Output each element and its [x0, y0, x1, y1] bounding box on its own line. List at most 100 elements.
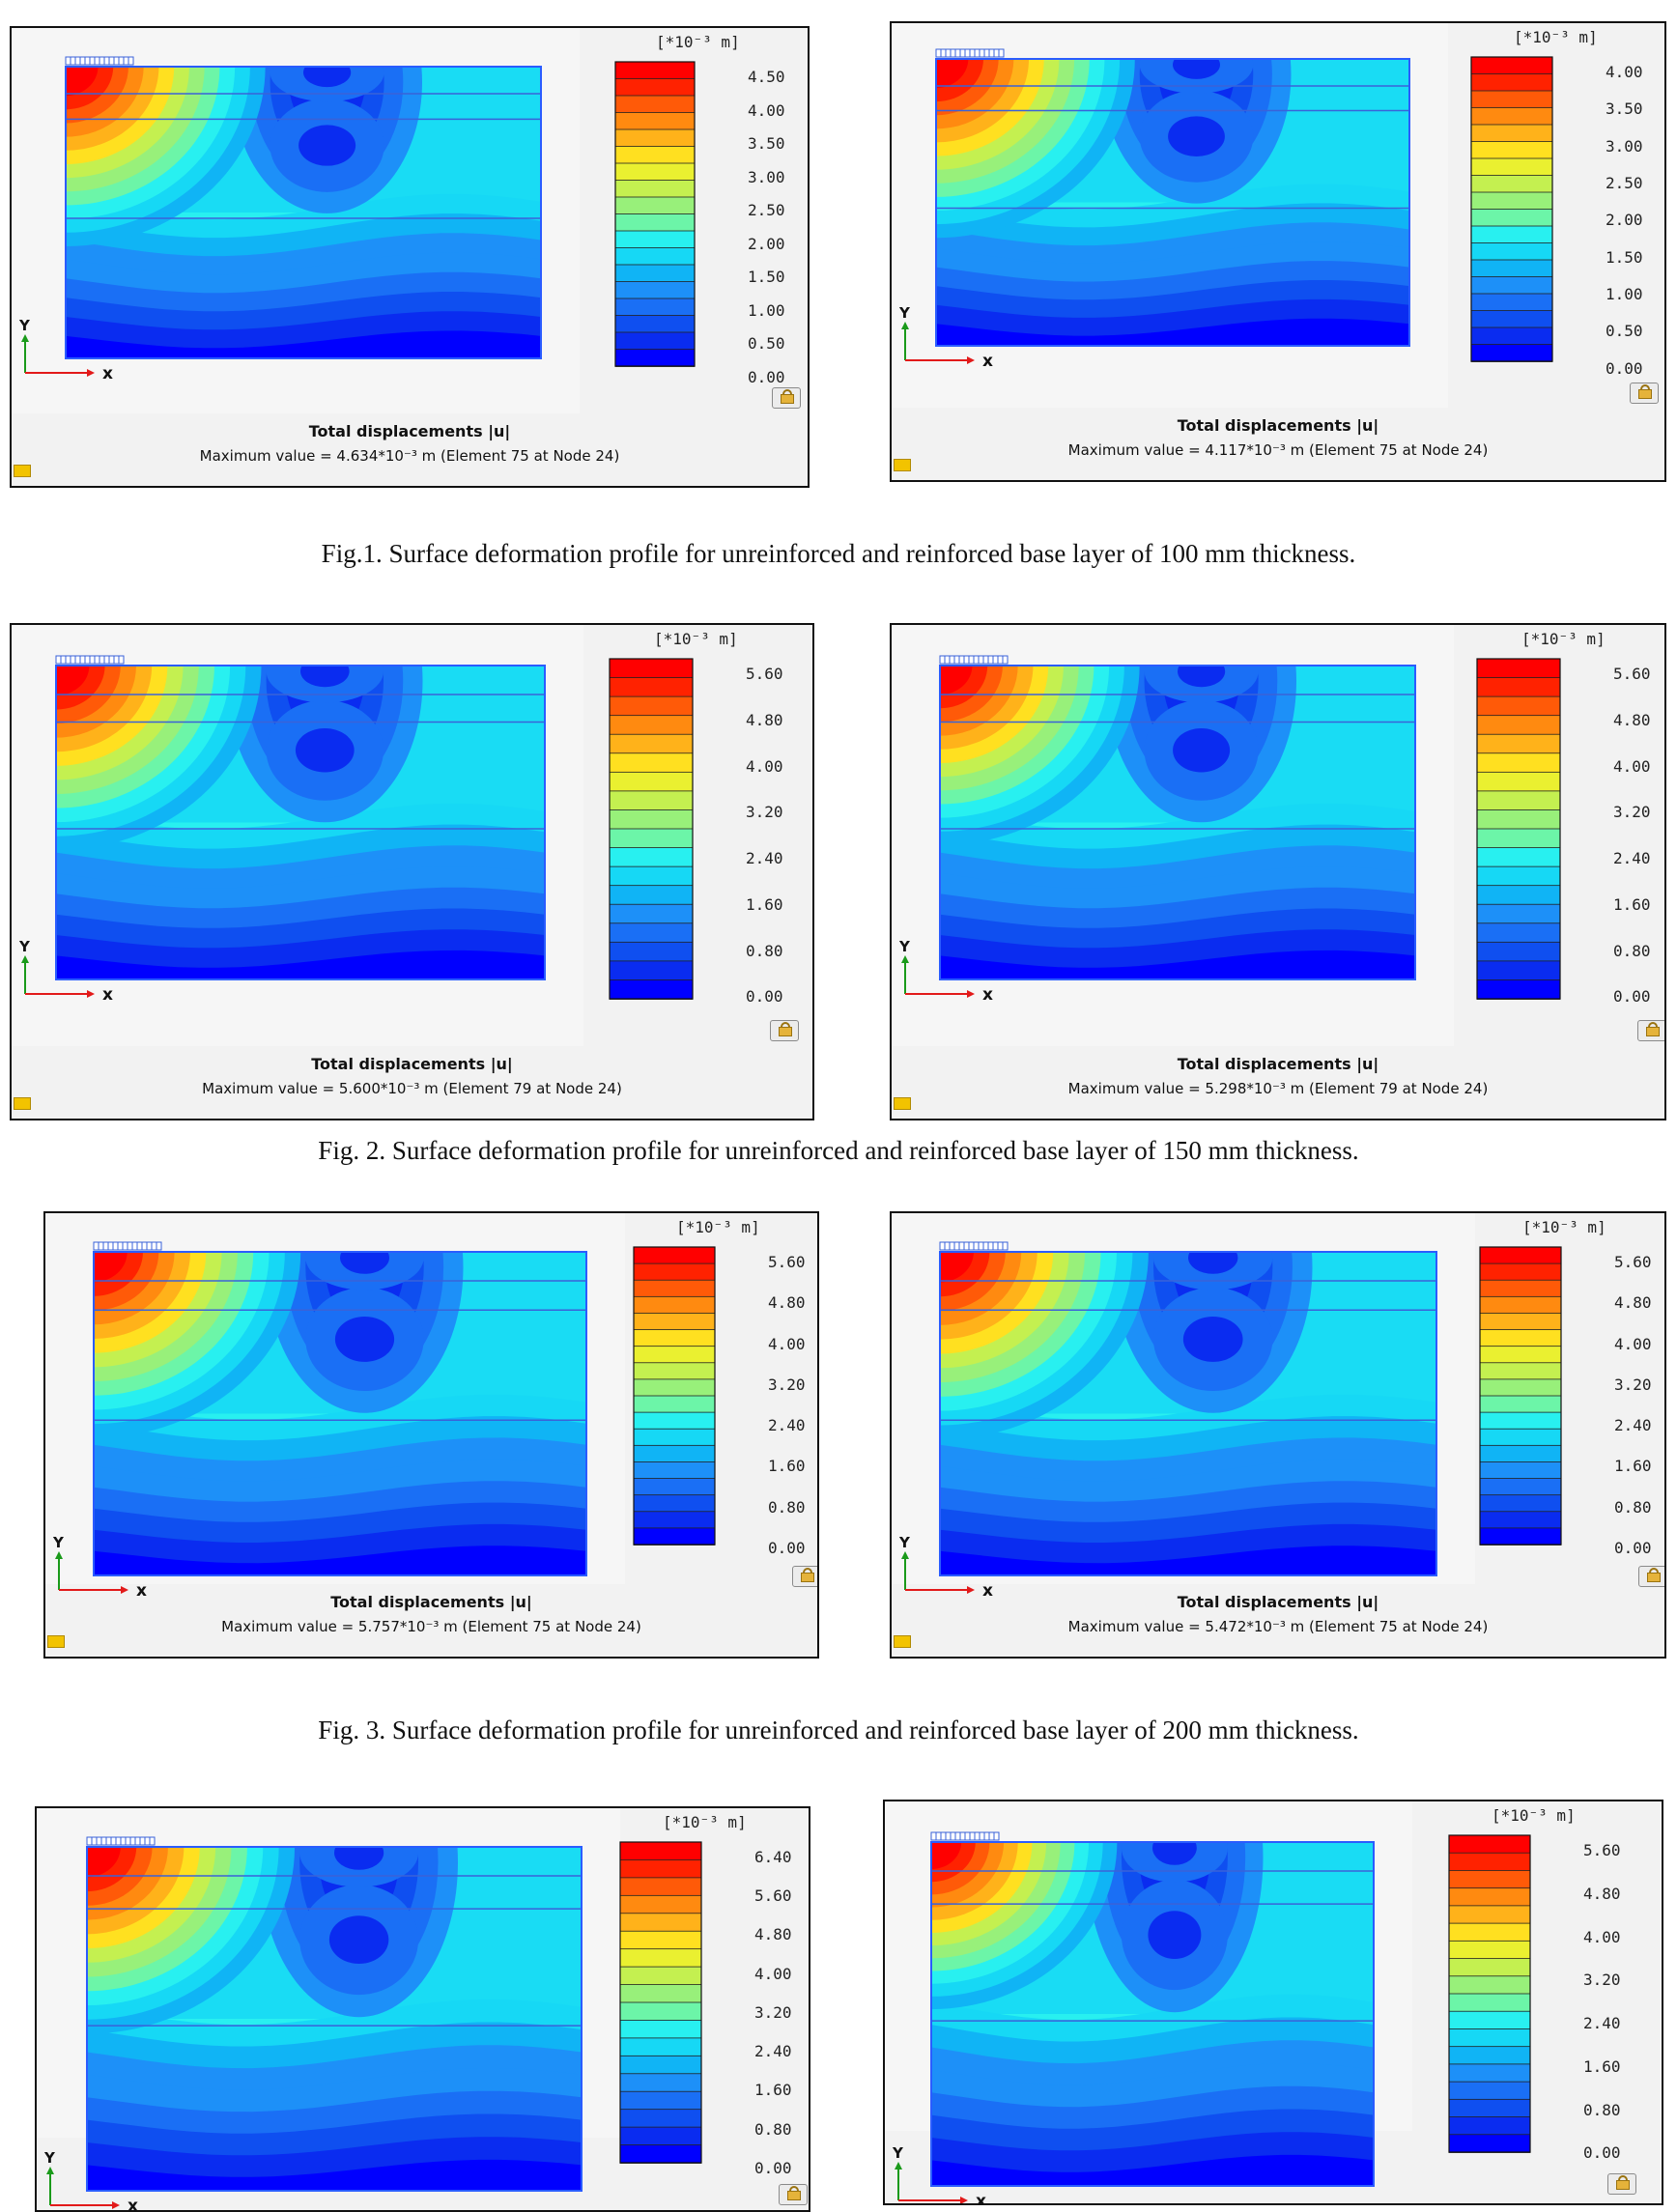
- legend-tick-label: 0.00: [1606, 358, 1643, 378]
- legend-swatch: [609, 677, 694, 698]
- legend-swatch: [1476, 695, 1561, 717]
- plot-title: Total displacements |u|: [1177, 416, 1379, 435]
- legend-swatch: [633, 1279, 716, 1298]
- legend-swatch: [633, 1313, 716, 1331]
- legend-swatch: [609, 809, 694, 830]
- legend-tick-label: 0.00: [1583, 2143, 1621, 2163]
- displacement-contours: [66, 67, 541, 358]
- legend-swatch: [633, 1395, 716, 1414]
- legend-swatch: [1476, 960, 1561, 981]
- legend-swatch: [1479, 1411, 1562, 1431]
- legend-swatch: [614, 349, 696, 367]
- legend-swatch: [1476, 979, 1561, 1000]
- legend-tick-label: 0.80: [746, 941, 783, 960]
- legend-swatch: [619, 2020, 702, 2039]
- legend-swatch: [1470, 209, 1553, 227]
- legend-swatch: [1448, 2081, 1531, 2101]
- legend-swatch: [614, 331, 696, 351]
- surface-load-icon: [55, 655, 125, 665]
- message-icon[interactable]: [894, 1097, 911, 1110]
- legend-swatch: [1448, 2028, 1531, 2048]
- lock-icon[interactable]: [1607, 2173, 1636, 2195]
- lock-icon[interactable]: [772, 387, 801, 409]
- lock-icon[interactable]: [1638, 1566, 1664, 1587]
- legend-swatch: [619, 1877, 702, 1897]
- y-axis-label: Y: [52, 1534, 65, 1551]
- legend-tick-label: 3.20: [746, 803, 783, 822]
- displacement-contours: [936, 59, 1409, 346]
- x-axis-label: x: [982, 1581, 993, 1601]
- legend-swatch: [1470, 344, 1553, 362]
- x-axis-label: x: [102, 985, 113, 1005]
- plot-title: Total displacements |u|: [330, 1593, 532, 1611]
- message-icon[interactable]: [894, 459, 911, 471]
- lock-icon[interactable]: [1630, 383, 1659, 404]
- legend-swatch: [614, 315, 696, 333]
- legend-swatch: [633, 1511, 716, 1529]
- y-axis-label: Y: [18, 317, 31, 334]
- lock-icon[interactable]: [779, 2184, 808, 2205]
- legend-tick-label: 4.80: [768, 1293, 806, 1313]
- legend-swatch: [619, 2126, 702, 2146]
- lock-icon[interactable]: [792, 1566, 817, 1587]
- message-icon[interactable]: [14, 1097, 31, 1110]
- legend-swatch: [633, 1428, 716, 1447]
- legend-tick-label: 3.20: [768, 1375, 806, 1394]
- legend-tick-label: 0.00: [748, 367, 785, 386]
- y-axis-label: Y: [898, 304, 911, 322]
- legend-swatch: [1448, 2116, 1531, 2136]
- legend-colorbar: [1476, 658, 1561, 1000]
- legend-swatch: [1470, 90, 1553, 109]
- legend-swatch: [1479, 1346, 1562, 1364]
- surface-load-icon: [65, 56, 134, 66]
- legend-tick-label: 4.00: [754, 1964, 792, 1983]
- legend-tick-label: 4.00: [1583, 1927, 1621, 1946]
- legend-tick-label: 3.50: [748, 134, 785, 153]
- legend-swatch: [1476, 847, 1561, 868]
- legend-tick-label: 5.60: [1583, 1841, 1621, 1859]
- lock-icon[interactable]: [770, 1020, 799, 1041]
- plot-title: Total displacements |u|: [308, 422, 511, 440]
- legend-tick-label: 0.50: [748, 334, 785, 353]
- legend-tick-label: 1.50: [1606, 247, 1643, 267]
- legend-swatch: [1476, 828, 1561, 849]
- legend-swatch: [609, 847, 694, 868]
- legend-unit-label: [*10⁻³ m]: [656, 33, 740, 51]
- legend-swatch: [619, 2073, 702, 2093]
- legend-swatch: [614, 281, 696, 299]
- legend-swatch: [1479, 1478, 1562, 1496]
- x-axis-label: x: [982, 985, 993, 1005]
- legend-swatch: [1470, 157, 1553, 177]
- plot-title: Total displacements |u|: [1177, 1055, 1379, 1073]
- legend-swatch: [1448, 2010, 1531, 2030]
- legend-swatch: [1476, 790, 1561, 811]
- legend-swatch: [614, 230, 696, 249]
- legend-unit-label: [*10⁻³ m]: [663, 1813, 747, 1831]
- legend-unit-label: [*10⁻³ m]: [1492, 1806, 1576, 1825]
- legend-swatch: [614, 112, 696, 130]
- legend-tick-label: 1.60: [1614, 1457, 1652, 1476]
- legend-swatch: [1476, 677, 1561, 698]
- maximum-value-text: Maximum value = 4.117*10⁻³ m (Element 75…: [1067, 441, 1489, 459]
- message-icon[interactable]: [14, 465, 31, 477]
- legend-swatch: [1448, 1852, 1531, 1872]
- legend-swatch: [609, 960, 694, 981]
- message-icon[interactable]: [894, 1635, 911, 1648]
- legend-tick-label: 5.60: [768, 1253, 806, 1271]
- message-icon[interactable]: [47, 1635, 65, 1648]
- legend-swatch: [1448, 1922, 1531, 1943]
- legend-swatch: [633, 1478, 716, 1496]
- legend-swatch: [1448, 1834, 1531, 1855]
- legend-colorbar: [1479, 1246, 1562, 1546]
- legend-tick-label: 0.80: [1583, 2100, 1621, 2119]
- legend-swatch: [614, 298, 696, 317]
- lock-icon[interactable]: [1637, 1020, 1664, 1041]
- legend-tick-label: 3.20: [1613, 803, 1651, 822]
- plot-title: Total displacements |u|: [1177, 1593, 1379, 1611]
- legend-swatch: [614, 180, 696, 198]
- legend-tick-label: 0.00: [746, 987, 783, 1007]
- legend-swatch: [619, 2055, 702, 2075]
- legend-swatch: [1479, 1313, 1562, 1331]
